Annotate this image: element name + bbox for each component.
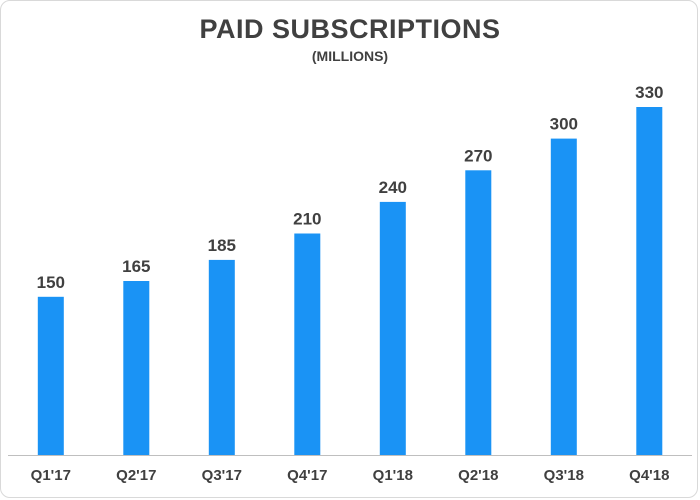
x-tick-label-3: Q4'17 <box>287 467 327 484</box>
bar-7 <box>636 107 663 455</box>
data-label-6: 300 <box>550 115 578 134</box>
data-label-3: 210 <box>293 210 321 229</box>
bars-group <box>37 107 663 456</box>
data-labels-group: 150 165 185 210 240 270 300 330 <box>37 83 664 292</box>
bar-1 <box>123 281 150 455</box>
bar-5 <box>465 170 492 456</box>
chart-title: PAID SUBSCRIPTIONS <box>199 14 501 44</box>
bar-6 <box>550 138 577 455</box>
x-tick-label-5: Q2'18 <box>458 467 498 484</box>
x-tick-label-1: Q2'17 <box>116 467 156 484</box>
x-tick-label-4: Q1'18 <box>373 467 413 484</box>
bar-4 <box>379 201 406 455</box>
x-tick-label-0: Q1'17 <box>31 467 71 484</box>
x-tick-label-6: Q3'18 <box>544 467 584 484</box>
data-label-5: 270 <box>464 146 492 165</box>
bar-3 <box>294 233 321 455</box>
data-label-4: 240 <box>379 178 407 197</box>
x-tick-labels-group: Q1'17 Q2'17 Q3'17 Q4'17 Q1'18 Q2'18 Q3'18 Q4'18 <box>31 467 670 484</box>
data-label-7: 330 <box>635 83 663 102</box>
data-label-2: 185 <box>208 236 236 255</box>
data-label-0: 150 <box>37 273 65 292</box>
x-tick-label-2: Q3'17 <box>202 467 242 484</box>
x-tick-label-7: Q4'18 <box>629 467 669 484</box>
data-label-1: 165 <box>122 257 150 276</box>
bar-2 <box>208 259 235 455</box>
chart-subtitle: (MILLIONS) <box>311 48 389 64</box>
bar-0 <box>37 296 64 455</box>
